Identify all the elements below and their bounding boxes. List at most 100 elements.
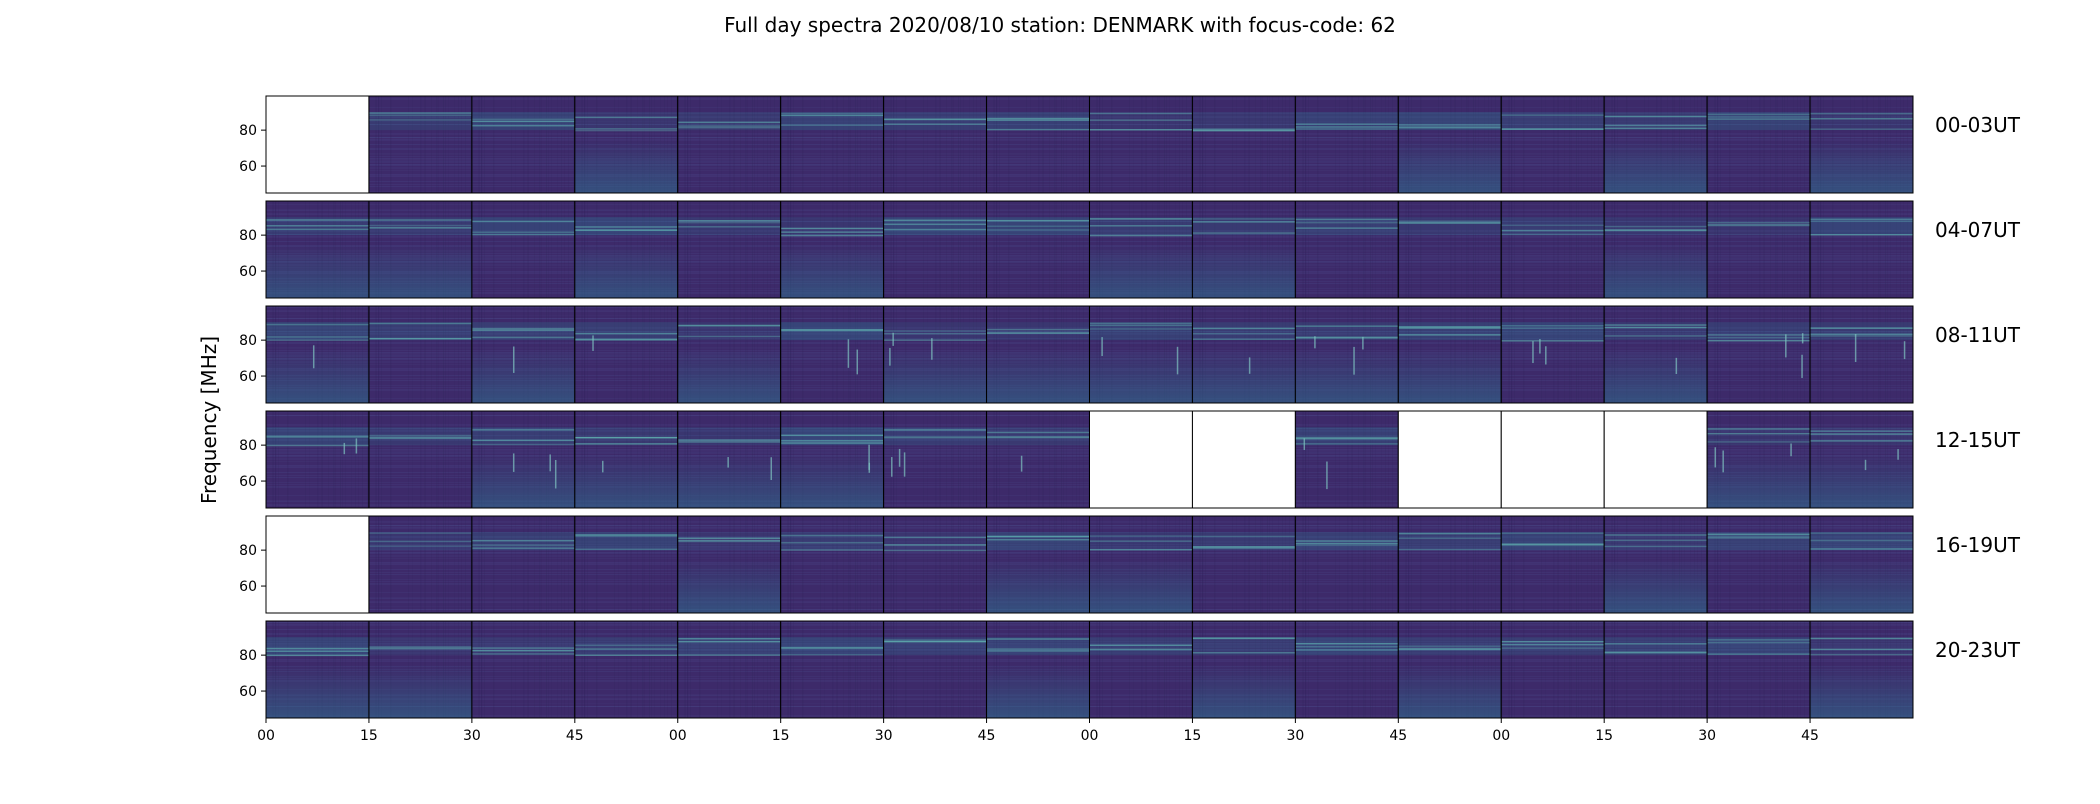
spectrum-panel	[368, 305, 473, 404]
band-line	[1810, 539, 1913, 542]
band-line	[883, 339, 987, 341]
spectrum-panel	[1500, 515, 1605, 614]
band-line	[1501, 544, 1605, 546]
panel-background	[1295, 96, 1399, 193]
band-line	[1501, 647, 1605, 649]
panel-background	[1501, 96, 1605, 193]
band-line	[1398, 647, 1502, 650]
spectra-row	[265, 95, 1914, 194]
low-glow	[266, 349, 369, 403]
interference-band	[1707, 217, 1811, 236]
y-tick-label: 80	[239, 333, 257, 349]
spectrum-panel	[1500, 305, 1605, 404]
y-tick-label: 80	[239, 648, 257, 664]
interference-band	[368, 532, 472, 551]
interference-band	[1192, 532, 1296, 551]
band-line	[986, 431, 1090, 434]
band-line	[780, 112, 884, 115]
band-line	[1707, 334, 1811, 336]
panel-background	[986, 96, 1090, 193]
panel-background	[677, 621, 781, 718]
band-line	[1192, 218, 1296, 220]
spectra-row	[265, 200, 1914, 299]
x-tick-label: 30	[1698, 728, 1716, 744]
spectrum-panel	[677, 200, 782, 299]
band-line	[1295, 642, 1399, 645]
band-line	[1295, 540, 1399, 542]
spectrum-panel	[368, 620, 473, 719]
band-line	[986, 328, 1090, 331]
panel-frame	[1809, 200, 1914, 299]
band-line	[1810, 128, 1913, 130]
band-line	[574, 229, 678, 231]
band-line	[986, 538, 1090, 541]
band-line	[1398, 126, 1502, 129]
interference-band	[1398, 637, 1502, 656]
panel-frame	[1809, 620, 1914, 719]
low-glow	[677, 454, 781, 508]
interference-band	[1089, 637, 1193, 656]
band-line	[883, 549, 987, 552]
band-line	[1501, 640, 1605, 643]
band-line	[1295, 649, 1399, 651]
low-glow	[1398, 139, 1502, 193]
band-line	[780, 534, 884, 537]
band-line	[471, 336, 575, 339]
band-line	[1604, 229, 1708, 232]
band-line	[1192, 651, 1296, 654]
band-line	[1707, 533, 1811, 536]
band-line	[883, 436, 987, 439]
band-line	[574, 128, 678, 130]
band-line	[1089, 112, 1193, 115]
x-tick-label: 45	[566, 728, 584, 744]
low-glow	[1604, 244, 1708, 298]
panel-background	[574, 621, 678, 718]
x-tick-label: 45	[1389, 728, 1407, 744]
band-line	[1810, 648, 1913, 651]
interference-band	[266, 637, 369, 656]
interference-band	[1604, 112, 1708, 131]
panel-background	[1707, 306, 1811, 403]
low-glow	[1192, 244, 1296, 298]
band-line	[677, 335, 781, 338]
spectrum-panel	[1603, 515, 1708, 614]
band-line	[883, 639, 987, 641]
band-line	[368, 436, 472, 439]
panel-background	[677, 96, 781, 193]
interference-band	[986, 637, 1090, 656]
low-glow	[574, 244, 678, 298]
band-line	[1604, 643, 1708, 645]
spectrum-panel	[677, 410, 782, 509]
spectrum-panel	[883, 95, 988, 194]
band-line	[1810, 637, 1913, 640]
interference-band	[574, 427, 678, 446]
spectrum-panel	[1397, 620, 1502, 719]
band-line	[1810, 335, 1913, 337]
band-line	[1089, 322, 1193, 325]
band-line	[1295, 128, 1399, 130]
y-tick-label: 80	[239, 228, 257, 244]
x-tick-label: 30	[463, 728, 481, 744]
panel-background	[368, 411, 472, 508]
band-line	[471, 220, 575, 223]
band-line	[368, 545, 472, 547]
spectrum-panel	[986, 305, 1090, 404]
interference-band	[1810, 637, 1913, 656]
panel-background	[986, 201, 1090, 298]
spectrum-panel	[677, 95, 782, 194]
band-line	[1089, 234, 1193, 237]
band-line	[677, 325, 781, 327]
band-line	[1810, 653, 1913, 656]
band-line	[1810, 430, 1913, 432]
low-glow	[986, 559, 1090, 613]
panel-background	[1398, 516, 1502, 613]
band-line	[1192, 546, 1296, 548]
burst-streak	[727, 457, 729, 468]
panel-background	[1398, 201, 1502, 298]
low-glow	[780, 244, 884, 298]
burst-streak	[868, 462, 871, 473]
band-line	[1295, 437, 1399, 440]
band-line	[1501, 340, 1605, 342]
band-line	[677, 654, 781, 656]
burst-streak	[1801, 354, 1803, 378]
